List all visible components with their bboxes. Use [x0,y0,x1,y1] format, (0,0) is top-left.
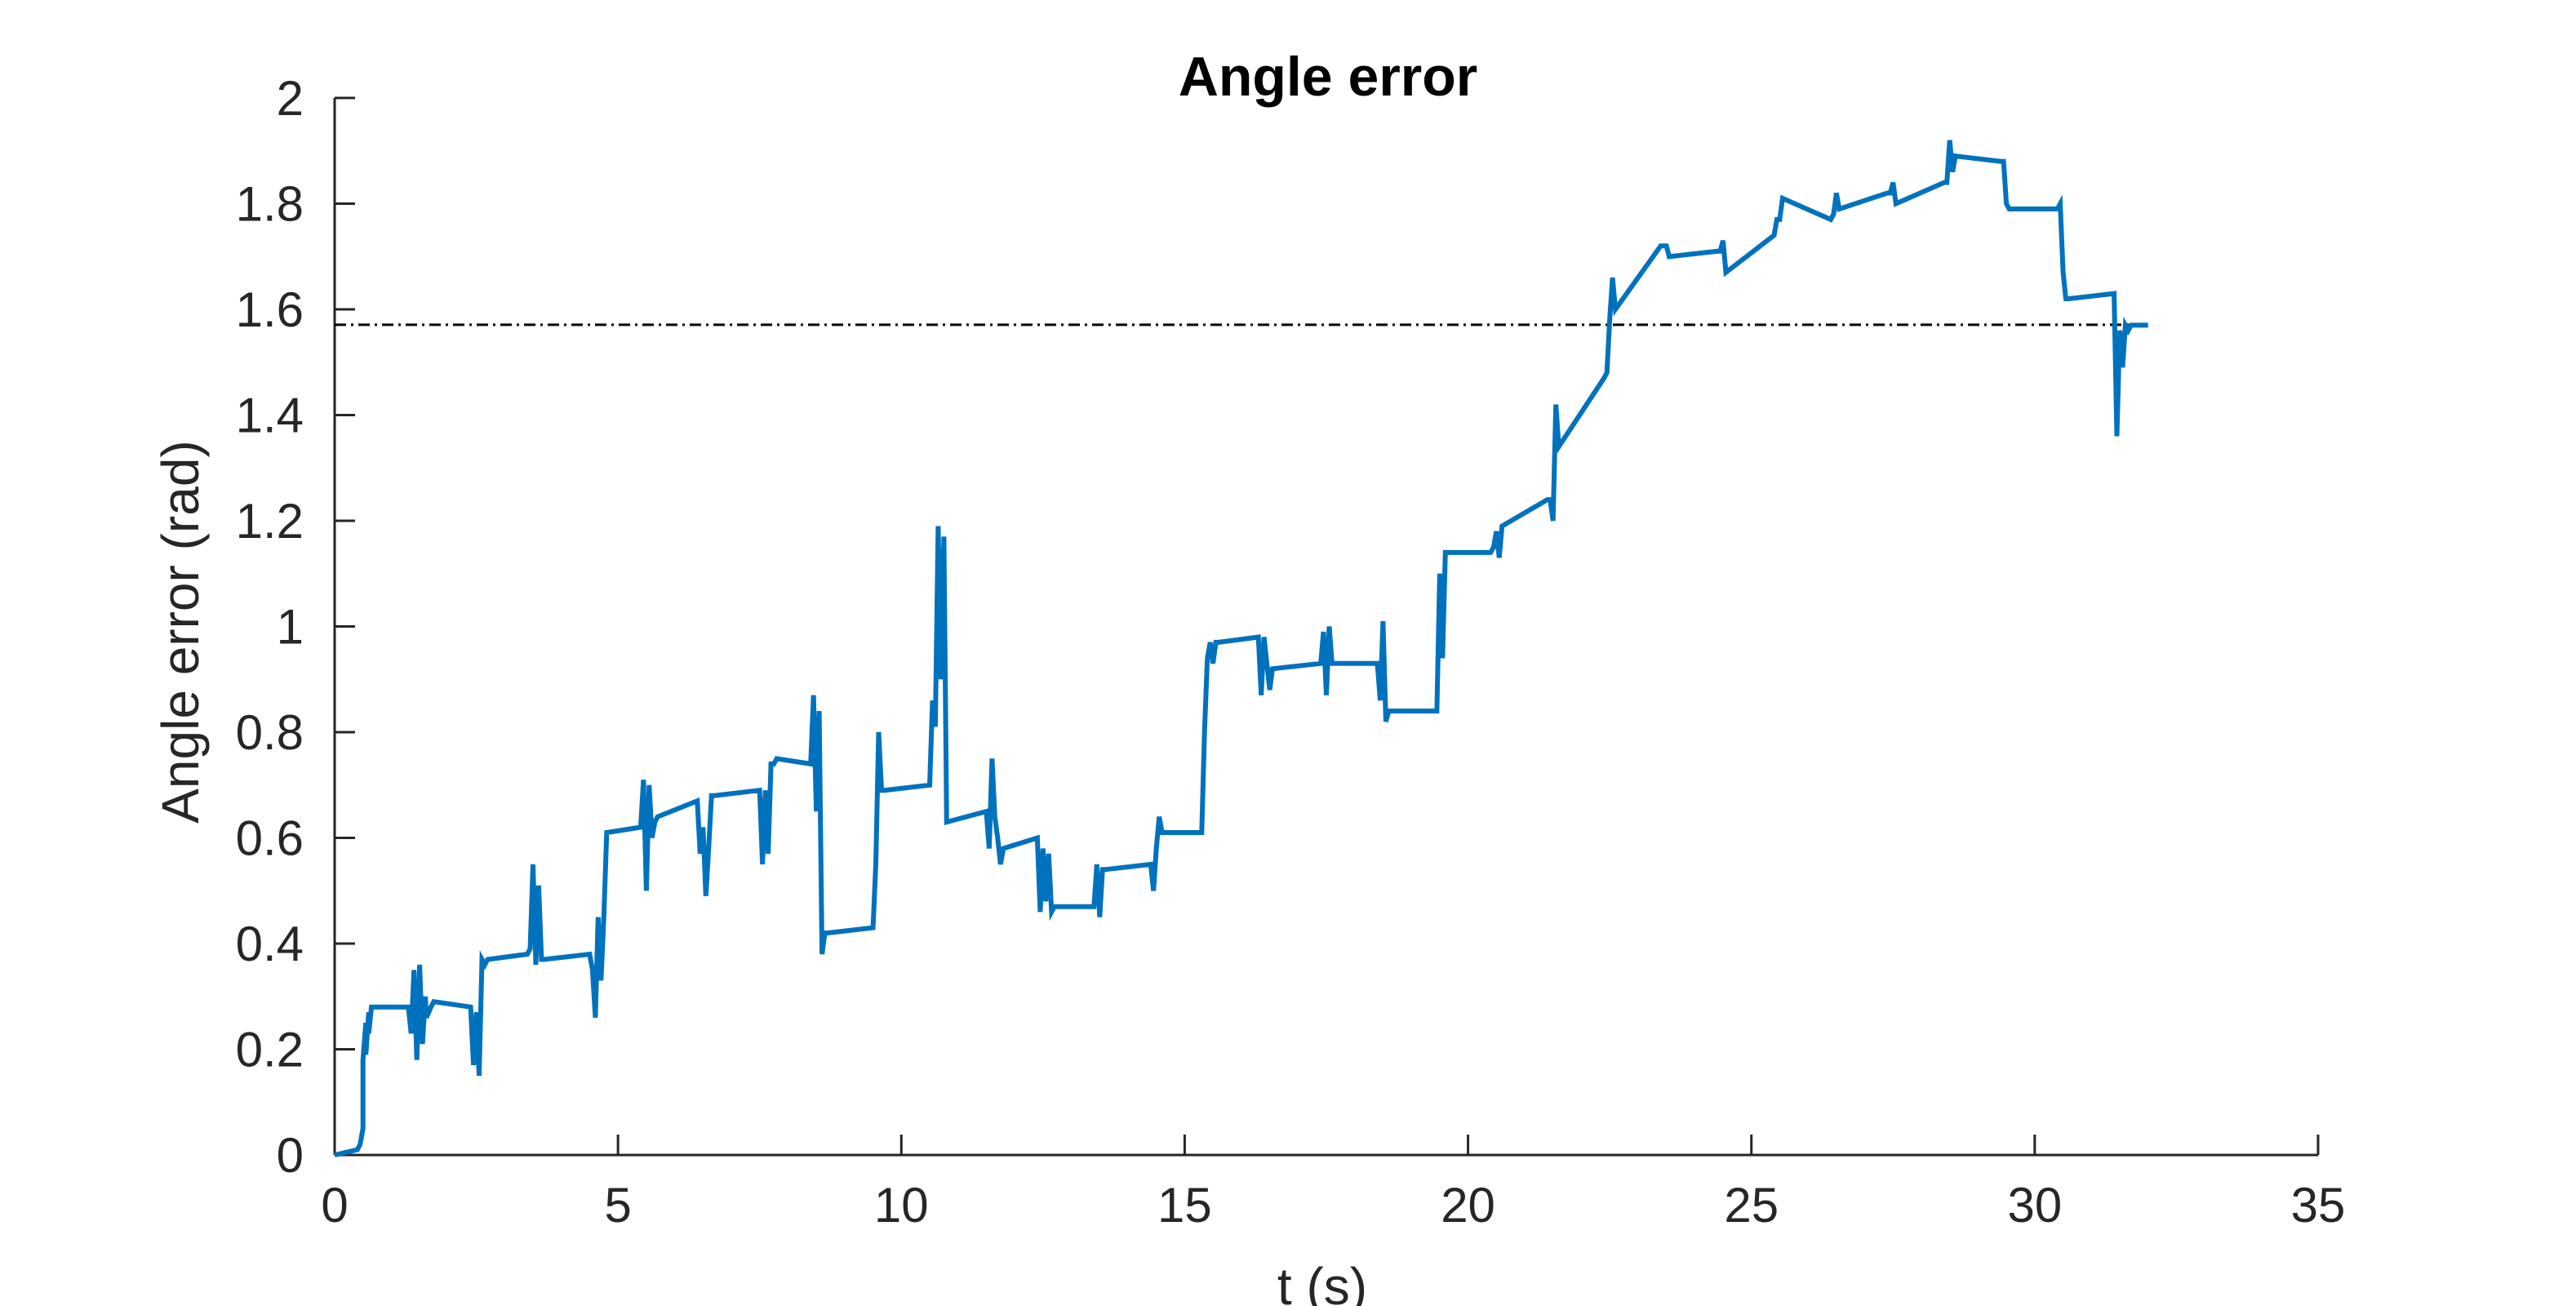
x-tick-label: 15 [1157,1178,1212,1233]
series-line [334,140,2148,1157]
y-tick-label: 1.8 [236,177,304,232]
chart-title: Angle error [1179,46,1478,108]
axes: 0 5 10 15 20 25 30 35 0 0.2 0.4 0.6 0.8 1 1.2 1.4 1.6 1.8… [236,71,2346,1233]
y-tick-label: 1 [277,600,304,655]
y-axis-label: Angle error (rad) [151,440,210,824]
y-tick-label: 0 [277,1128,304,1183]
x-tick-label: 30 [2007,1178,2062,1233]
y-tick-label: 1.4 [236,389,304,443]
y-tick-label: 0.8 [236,705,304,760]
y-tick-label: 1.6 [236,282,304,337]
y-tick-label: 2 [277,71,304,126]
x-tick-label: 35 [2291,1178,2346,1233]
y-tick-label: 0.4 [236,917,304,971]
x-tick-label: 10 [874,1178,929,1233]
x-axis-label: t (s) [1277,1257,1367,1306]
y-tick-label: 0.6 [236,811,304,866]
plot-area [334,140,2148,1157]
y-tick-label: 0.2 [236,1023,304,1077]
x-tick-label: 0 [321,1178,348,1233]
x-tick-label: 25 [1724,1178,1779,1233]
y-tick-label: 1.2 [236,494,304,549]
x-tick-label: 5 [604,1178,631,1233]
x-tick-label: 20 [1441,1178,1495,1233]
